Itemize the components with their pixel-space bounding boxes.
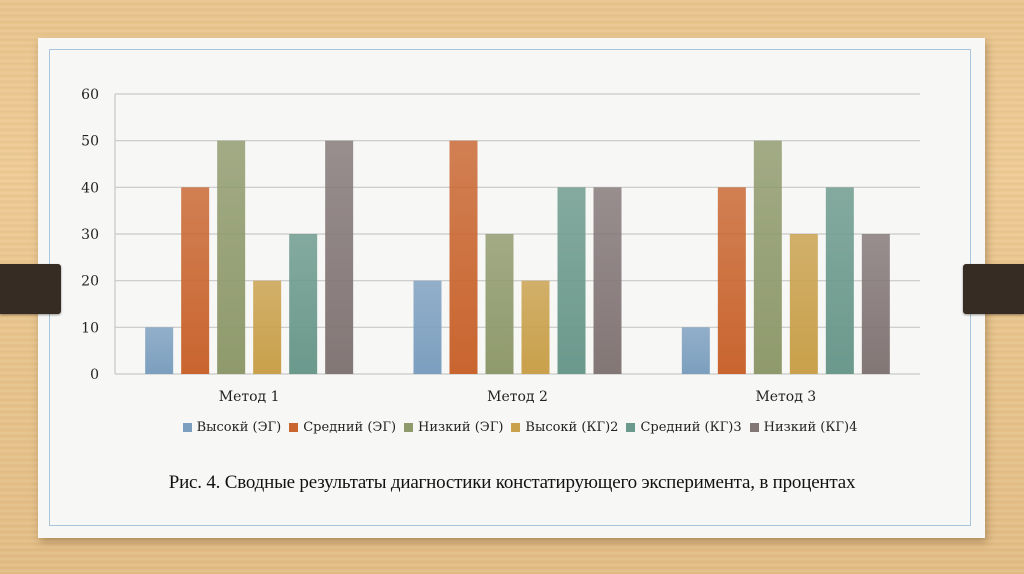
right-binder-clip <box>963 264 1024 314</box>
bar-3-4 <box>789 234 818 374</box>
bar-1-1 <box>145 327 174 374</box>
bar-1-5 <box>289 234 318 374</box>
left-binder-clip <box>0 264 61 314</box>
y-tick-label: 10 <box>81 320 99 336</box>
legend-label: Средний (КГ)3 <box>640 420 742 435</box>
legend-item: Средний (КГ)3 <box>626 420 742 435</box>
legend-label: Низкий (ЭГ) <box>418 420 504 435</box>
legend-swatch <box>511 423 521 432</box>
legend-label: Высокй (ЭГ) <box>196 420 282 435</box>
legend-label: Высокй (КГ)2 <box>525 420 619 435</box>
bar-2-5 <box>557 187 586 374</box>
x-category-label: Метод 2 <box>487 389 548 405</box>
bar-1-4 <box>253 280 282 374</box>
y-tick-label: 40 <box>81 180 99 196</box>
legend-item: Низкий (КГ)4 <box>749 420 858 435</box>
legend: Высокй (ЭГ) Средний (ЭГ) Низкий (ЭГ) Высокй… <box>115 420 925 435</box>
figure-caption: Рис. 4. Сводные результаты диагностики к… <box>168 472 856 493</box>
bar-3-1 <box>681 327 710 374</box>
legend-swatch <box>626 423 636 432</box>
bar-2-3 <box>485 234 514 374</box>
legend-label: Средний (ЭГ) <box>303 420 397 435</box>
legend-swatch <box>404 423 414 432</box>
y-tick-label: 30 <box>81 227 99 243</box>
legend-swatch <box>289 423 299 432</box>
y-axis-ticks: 0 10 20 30 40 50 60 <box>81 87 99 383</box>
legend-item: Низкий (ЭГ) <box>404 420 503 435</box>
legend-swatch <box>749 423 759 432</box>
bar-2-1 <box>413 280 442 374</box>
y-tick-label: 60 <box>81 87 99 103</box>
bar-3-3 <box>753 140 782 374</box>
legend-item: Высокй (ЭГ) <box>182 420 282 435</box>
bar-2-4 <box>521 280 550 374</box>
gridlines <box>114 93 920 375</box>
bar-1-2 <box>181 187 210 374</box>
bar-1-3 <box>217 140 246 374</box>
bars <box>145 140 890 374</box>
y-tick-label: 20 <box>81 274 99 290</box>
bar-3-2 <box>717 187 746 374</box>
bar-3-6 <box>861 234 890 374</box>
bar-2-6 <box>593 187 622 374</box>
bar-3-5 <box>825 187 854 374</box>
y-tick-label: 50 <box>81 134 99 150</box>
legend-label: Низкий (КГ)4 <box>763 420 858 435</box>
bar-2-2 <box>449 140 478 374</box>
y-tick-label: 0 <box>90 367 99 383</box>
x-axis-labels: Метод 1 Метод 2 Метод 3 <box>219 389 816 405</box>
legend-item: Средний (ЭГ) <box>289 420 396 435</box>
bar-1-6 <box>325 140 354 374</box>
x-category-label: Метод 1 <box>219 389 280 405</box>
x-category-label: Метод 3 <box>755 389 816 405</box>
legend-item: Высокй (КГ)2 <box>511 420 618 435</box>
legend-swatch <box>182 423 192 432</box>
